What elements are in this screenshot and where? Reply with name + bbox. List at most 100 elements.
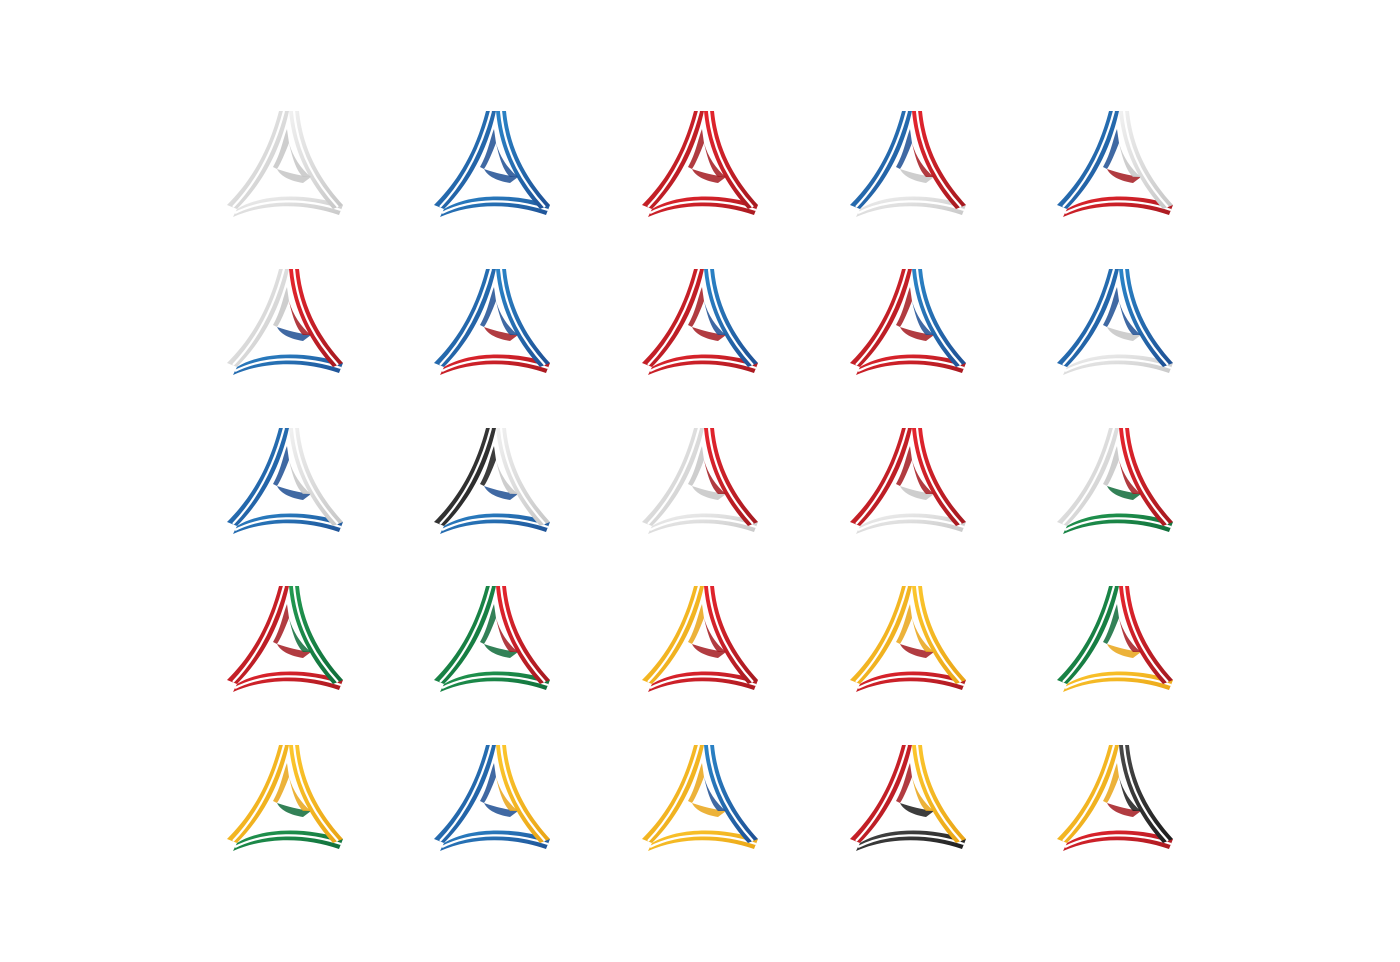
- emblem-blue-arm-2: [440, 196, 550, 217]
- emblem-blue-red-silver-stripe-0: [855, 110, 909, 208]
- emblem-gold-gold-green-arm-2: [233, 830, 343, 851]
- emblem-green-red-green-stripe-2: [441, 675, 549, 689]
- emblem-blue-blue-red-bevel-2: [484, 327, 518, 341]
- emblem-blue-bevel-1: [496, 143, 518, 177]
- emblem-blue-silver-red-stripe-2: [1064, 200, 1172, 214]
- emblem-red-green-red-icon: [227, 585, 343, 692]
- emblem-gold-black-red-arm-2: [1063, 830, 1173, 851]
- emblem-red-gold-black-stripe-1: [915, 744, 962, 842]
- emblem-blue-red-silver-arm-0: [850, 111, 912, 209]
- emblem-green-red-green-stripe-1: [499, 585, 546, 683]
- emblem-red-blue-red-stripe-1: [707, 268, 754, 366]
- emblem-red-bevel-0: [688, 129, 704, 169]
- emblem-gold-black-red-arm-1: [1119, 745, 1173, 843]
- emblem-gold-blue-gold-icon: [642, 744, 758, 851]
- emblem-black-silver-blue-arm-1: [496, 428, 550, 526]
- emblem-blue-silver-blue-bevel-1: [289, 460, 311, 494]
- emblem-red-blue-red-2-icon: [850, 268, 966, 375]
- emblem-blue-gold-blue-bevel-0: [480, 763, 496, 803]
- emblem-gold-blue-gold-arm-2: [648, 830, 758, 851]
- emblem-blue-silver-red-arm-2: [1063, 196, 1173, 217]
- emblem-silver-stripe-0: [232, 110, 286, 208]
- emblem-blue-arm-1: [496, 111, 550, 209]
- emblem-red-green-red-arm-1: [289, 586, 343, 684]
- emblem-red-blue-red-bevel-0: [688, 287, 704, 327]
- emblem-green-red-gold-stripe-2: [1064, 675, 1172, 689]
- emblem-red-blue-red-2-stripe-1: [915, 268, 962, 366]
- emblem-blue-blue-silver-bevel-2: [1107, 327, 1141, 341]
- emblem-red-blue-red-bevel-1: [704, 301, 726, 335]
- emblem-silver-red-green-arm-1: [1119, 428, 1173, 526]
- emblem-red-blue-red-2-bevel-0: [896, 287, 912, 327]
- emblem-blue-silver-red-stripe-0: [1062, 110, 1116, 208]
- emblem-green-red-green-icon: [434, 585, 550, 692]
- emblem-silver-red-silver-bevel-0: [688, 446, 704, 486]
- emblem-blue-silver-blue-stripe-0: [232, 427, 286, 525]
- emblem-gold-red-red-bevel-0: [688, 604, 704, 644]
- emblem-red-red-silver-arm-0: [850, 428, 912, 526]
- emblem-black-silver-blue-bevel-0: [480, 446, 496, 486]
- emblem-blue-silver-red-stripe-1: [1122, 110, 1169, 208]
- emblem-silver-red-blue-bevel-0: [273, 287, 289, 327]
- emblem-gold-red-red-arm-1: [704, 586, 758, 684]
- emblem-black-silver-blue-icon: [434, 427, 550, 534]
- emblem-blue-bevel-2: [484, 169, 518, 183]
- emblem-blue-silver-blue-stripe-1: [292, 427, 339, 525]
- emblem-blue-red-silver-arm-1: [912, 111, 966, 209]
- emblem-gold-gold-green-stripe-2: [234, 834, 342, 848]
- emblem-green-red-gold-bevel-2: [1107, 644, 1141, 658]
- emblem-gold-gold-red-arm-1: [912, 586, 966, 684]
- emblem-blue-silver-red-bevel-1: [1119, 143, 1141, 177]
- emblem-silver-red-blue-arm-2: [233, 354, 343, 375]
- emblem-gold-gold-green-bevel-1: [289, 777, 311, 811]
- emblem-blue-stripe-1: [499, 110, 546, 208]
- emblem-blue-silver-red-icon: [1057, 110, 1173, 217]
- emblem-blue-silver-blue-arm-1: [289, 428, 343, 526]
- emblem-silver-red-silver-icon: [642, 427, 758, 534]
- emblem-silver-arm-0: [227, 111, 289, 209]
- emblem-blue-gold-blue-arm-0: [434, 745, 496, 843]
- emblem-blue-silver-blue-icon: [227, 427, 343, 534]
- emblem-red-gold-black-arm-2: [856, 830, 966, 851]
- emblem-green-red-gold-arm-1: [1119, 586, 1173, 684]
- emblem-green-red-green-bevel-2: [484, 644, 518, 658]
- emblem-blue-silver-blue-arm-0: [227, 428, 289, 526]
- emblem-blue-silver-red-arm-1: [1119, 111, 1173, 209]
- emblem-red-blue-red-arm-1: [704, 269, 758, 367]
- emblem-gold-black-red-arm-0: [1057, 745, 1119, 843]
- emblem-red-red-silver-stripe-0: [855, 427, 909, 525]
- emblem-gold-red-red-arm-2: [648, 671, 758, 692]
- emblem-silver-bevel-2: [277, 169, 311, 183]
- emblem-silver-red-green-arm-2: [1063, 513, 1173, 534]
- emblem-silver-red-blue-stripe-2: [234, 358, 342, 372]
- emblem-gold-red-red-bevel-1: [704, 618, 726, 652]
- emblem-blue-gold-blue-bevel-1: [496, 777, 518, 811]
- emblem-blue-blue-red-arm-1: [496, 269, 550, 367]
- emblem-green-red-green-stripe-0: [439, 585, 493, 683]
- emblem-red-red-silver-arm-1: [912, 428, 966, 526]
- emblem-red-green-red-stripe-1: [292, 585, 339, 683]
- emblem-blue-blue-red-stripe-2: [441, 358, 549, 372]
- emblem-red-gold-black-stripe-2: [857, 834, 965, 848]
- emblem-silver-icon: [227, 110, 343, 217]
- emblem-red-blue-red-2-bevel-2: [900, 327, 934, 341]
- emblem-gold-gold-green-stripe-0: [232, 744, 286, 842]
- emblem-silver-red-silver-arm-2: [648, 513, 758, 534]
- emblem-gold-gold-red-stripe-1: [915, 585, 962, 683]
- emblem-red-blue-red-arm-0: [642, 269, 704, 367]
- emblem-blue-blue-silver-arm-1: [1119, 269, 1173, 367]
- emblem-red-gold-black-bevel-2: [900, 803, 934, 817]
- emblem-gold-blue-gold-arm-1: [704, 745, 758, 843]
- emblem-silver-red-blue-bevel-1: [289, 301, 311, 335]
- emblem-red-red-silver-bevel-0: [896, 446, 912, 486]
- emblem-blue-gold-blue-arm-1: [496, 745, 550, 843]
- emblem-gold-blue-gold-stripe-1: [707, 744, 754, 842]
- emblem-black-silver-blue-stripe-0: [439, 427, 493, 525]
- emblem-red-bevel-2: [692, 169, 726, 183]
- emblem-red-gold-black-bevel-1: [912, 777, 934, 811]
- emblem-gold-black-red-stripe-2: [1064, 834, 1172, 848]
- emblem-red-green-red-stripe-0: [232, 585, 286, 683]
- emblem-gold-red-red-bevel-2: [692, 644, 726, 658]
- emblem-red-arm-1: [704, 111, 758, 209]
- emblem-blue-gold-blue-icon: [434, 744, 550, 851]
